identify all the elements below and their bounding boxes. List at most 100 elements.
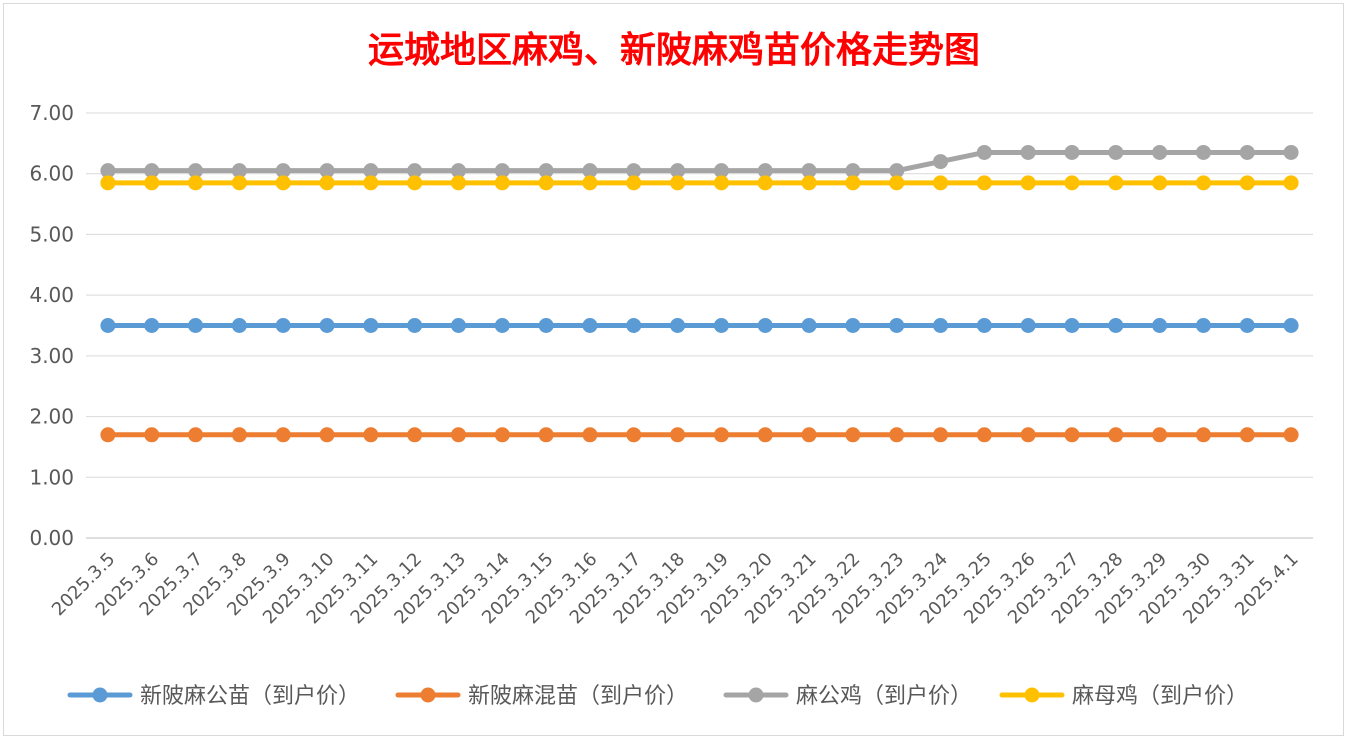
data-point (1108, 175, 1124, 191)
data-point (319, 175, 335, 191)
data-point (538, 427, 554, 443)
data-point (1195, 318, 1211, 333)
data-point (144, 427, 160, 443)
data-point (450, 318, 466, 333)
data-point (801, 427, 817, 443)
data-point (1152, 175, 1168, 191)
data-point (407, 318, 423, 333)
data-point (1152, 144, 1168, 160)
data-point (845, 318, 861, 333)
legend-item: 麻公鸡（到户价） (723, 684, 972, 709)
data-point (1195, 144, 1211, 160)
legend-marker (1024, 687, 1040, 703)
data-point (582, 175, 598, 191)
y-tick-label: 4.00 (29, 283, 74, 307)
y-tick-label: 7.00 (29, 101, 74, 125)
data-point (1195, 427, 1211, 443)
chart-title: 运城地区麻鸡、新陂麻鸡苗价格走势图 (368, 29, 980, 71)
data-point (231, 175, 247, 191)
data-point (319, 163, 335, 179)
legend-item: 新陂麻公苗（到户价） (67, 684, 360, 709)
data-point (933, 318, 949, 333)
data-point (1283, 144, 1299, 160)
series-group (100, 144, 1299, 443)
data-point (407, 427, 423, 443)
data-point (801, 175, 817, 191)
data-point (188, 427, 204, 443)
data-point (757, 175, 773, 191)
data-point (626, 163, 642, 179)
data-point (538, 163, 554, 179)
data-point (363, 318, 379, 333)
data-point (582, 163, 598, 179)
data-point (1283, 318, 1299, 333)
data-point (976, 318, 992, 333)
y-axis: 0.00 1.00 2.00 3.00 4.00 5.00 6.00 7.00 (29, 101, 74, 550)
data-point (450, 175, 466, 191)
data-point (670, 427, 686, 443)
data-point (363, 175, 379, 191)
data-point (407, 175, 423, 191)
data-point (188, 175, 204, 191)
data-point (713, 427, 729, 443)
series-line (105, 149, 1294, 174)
chart-frame: 运城地区麻鸡、新陂麻鸡苗价格走势图 0.00 1.00 2.00 3.00 4.00 5.… (3, 3, 1344, 736)
data-point (1283, 427, 1299, 443)
data-point (275, 318, 291, 333)
y-tick-label: 0.00 (29, 526, 74, 550)
data-point (538, 175, 554, 191)
data-point (275, 427, 291, 443)
data-point (494, 163, 510, 179)
data-point (494, 427, 510, 443)
data-point (188, 163, 204, 179)
data-point (1020, 427, 1036, 443)
gridlines (86, 112, 1313, 539)
y-tick-label: 5.00 (29, 222, 74, 246)
data-point (450, 427, 466, 443)
y-tick-label: 6.00 (29, 162, 74, 186)
data-point (757, 427, 773, 443)
data-point (1064, 427, 1080, 443)
data-point (1020, 318, 1036, 333)
data-point (538, 318, 554, 333)
data-point (626, 427, 642, 443)
data-point (1195, 175, 1211, 191)
legend-marker (748, 687, 764, 703)
series-4 (100, 175, 1299, 191)
data-point (319, 427, 335, 443)
data-point (713, 318, 729, 333)
data-point (231, 163, 247, 179)
series-2 (100, 427, 1299, 443)
legend-label: 麻母鸡（到户价） (1072, 684, 1248, 709)
data-point (450, 163, 466, 179)
data-point (1108, 427, 1124, 443)
data-point (1020, 175, 1036, 191)
data-point (713, 163, 729, 179)
data-point (757, 318, 773, 333)
data-point (889, 318, 905, 333)
data-point (363, 427, 379, 443)
y-tick-label: 2.00 (29, 405, 74, 429)
data-point (757, 163, 773, 179)
data-point (670, 175, 686, 191)
series-1 (100, 318, 1299, 333)
data-point (100, 175, 116, 191)
data-point (144, 175, 160, 191)
data-point (976, 175, 992, 191)
data-point (188, 318, 204, 333)
legend: 新陂麻公苗（到户价） 新陂麻混苗（到户价） 麻公鸡（到户价） 麻母鸡（到户价） (67, 684, 1248, 709)
legend-label: 新陂麻混苗（到户价） (468, 684, 688, 709)
data-point (494, 175, 510, 191)
data-point (670, 318, 686, 333)
data-point (363, 163, 379, 179)
data-point (100, 427, 116, 443)
data-point (1239, 427, 1255, 443)
data-point (231, 427, 247, 443)
data-point (1064, 175, 1080, 191)
data-point (626, 175, 642, 191)
legend-label: 麻公鸡（到户价） (796, 684, 972, 709)
data-point (100, 318, 116, 333)
data-point (845, 163, 861, 179)
data-point (144, 163, 160, 179)
data-point (1108, 318, 1124, 333)
